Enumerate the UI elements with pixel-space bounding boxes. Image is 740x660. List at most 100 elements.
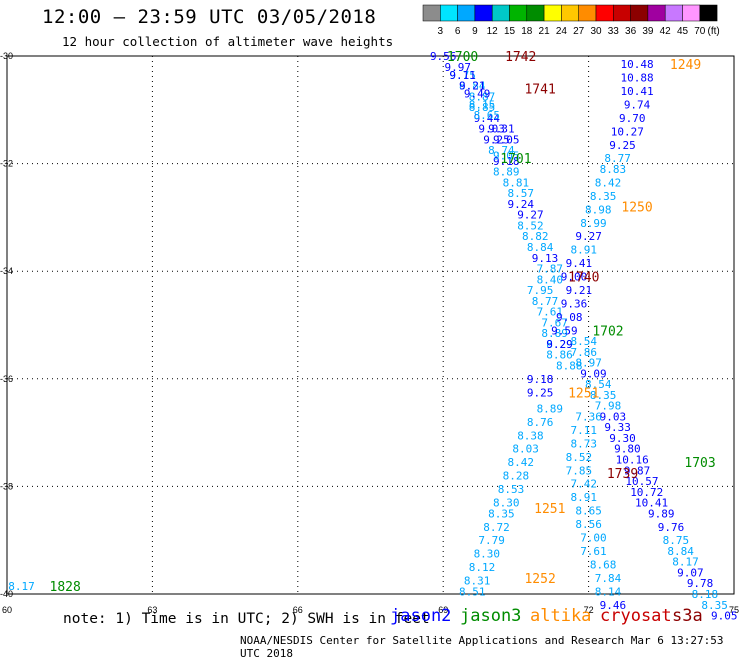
- pass-time-label: 1250: [621, 201, 652, 216]
- wave-height-label: 8.35: [701, 599, 728, 612]
- wave-height-label: 9.03: [478, 123, 505, 136]
- colorbar-label: 12: [487, 26, 499, 37]
- wave-height-label: 8.35: [590, 190, 617, 203]
- wave-height-label: 9.36: [561, 297, 588, 310]
- wave-height-label: 9.05: [493, 133, 520, 146]
- wave-height-label: 9.00: [561, 271, 588, 284]
- y-tick-label: -38: [0, 481, 13, 491]
- wave-height-label: 9.44: [474, 112, 501, 125]
- wave-height-label: 10.88: [621, 72, 654, 85]
- colorbar-label: 9: [472, 26, 478, 37]
- wave-height-label: 8.74: [488, 144, 515, 157]
- wave-height-label: 8.97: [575, 357, 602, 370]
- wave-height-label: 8.31: [464, 575, 491, 588]
- x-tick-label: 72: [584, 605, 594, 615]
- wave-height-label: 8.98: [585, 203, 612, 216]
- wave-height-label: 9.80: [614, 443, 641, 456]
- colorbar-label: 18: [521, 26, 533, 37]
- wave-height-label: 8.18: [692, 588, 719, 601]
- wave-height-label: 10.41: [635, 497, 668, 510]
- colorbar-unit: (ft): [708, 26, 720, 37]
- wave-height-label: 8.57: [507, 187, 534, 200]
- wave-height-label: 9.97: [444, 61, 471, 74]
- wave-height-label: 9.25: [483, 133, 510, 146]
- credit-line: NOAA/NESDIS Center for Satellite Applica…: [240, 634, 724, 660]
- chart-title: 12:00 – 23:59 UTC 03/05/2018: [42, 6, 377, 28]
- wave-height-label: 7.00: [580, 532, 607, 545]
- colorbar-label: 15: [504, 26, 516, 37]
- wave-height-label: 9.41: [566, 257, 593, 270]
- wave-height-label: 8.84: [527, 241, 554, 254]
- wave-height-label: 8.53: [498, 483, 525, 496]
- x-tick-label: 75: [729, 605, 739, 615]
- wave-height-label: 8.84: [459, 80, 486, 93]
- wave-height-label: 8.85: [469, 101, 496, 114]
- legend-jason2: jason2: [390, 606, 452, 626]
- wave-height-label: 8.54: [585, 378, 612, 391]
- wave-height-label: 9.09: [580, 367, 607, 380]
- wave-height-label: 9.49: [464, 88, 491, 101]
- wave-height-label: 8.89: [493, 166, 520, 179]
- wave-height-label: 9.87: [624, 464, 651, 477]
- pass-time-label: 1701: [500, 152, 531, 167]
- wave-height-label: 8.91: [571, 491, 598, 504]
- colorbar-swatch: [699, 4, 718, 22]
- wave-height-label: 9.56: [430, 50, 457, 63]
- wave-height-label: 7.61: [580, 545, 607, 558]
- wave-height-label: 8.42: [595, 176, 622, 189]
- pass-time-label: 1249: [670, 58, 701, 73]
- wave-height-label: 9.18: [527, 373, 554, 386]
- wave-height-label: 8.35: [488, 507, 515, 520]
- wave-height-label: 9.75: [449, 69, 476, 82]
- pass-time-label: 1251: [534, 502, 565, 517]
- wave-height-label: 8.30: [474, 548, 501, 561]
- wave-height-label: 8.35: [590, 389, 617, 402]
- wave-height-label: 9.70: [619, 112, 646, 125]
- y-tick-label: -30: [0, 51, 13, 61]
- plot-frame: [6, 55, 735, 595]
- wave-height-label: 7.61: [537, 306, 564, 319]
- wave-height-label: 9.27: [575, 230, 602, 243]
- wave-height-label: 9.03: [600, 410, 627, 423]
- wave-height-label: 8.84: [667, 545, 694, 558]
- wave-height-label: 10.72: [630, 486, 663, 499]
- wave-height-label: 8.52: [517, 219, 544, 232]
- colorbar-label: 70: [694, 26, 706, 37]
- wave-height-label: 9.78: [687, 577, 714, 590]
- wave-height-label: 8.14: [595, 585, 622, 598]
- legend-s3a: s3a: [672, 606, 703, 626]
- wave-height-label: 8.83: [600, 163, 627, 176]
- x-tick-label: 63: [147, 605, 157, 615]
- wave-height-label: 9.31: [488, 123, 515, 136]
- wave-height-label: 8.72: [483, 521, 510, 534]
- wave-height-label: 7.67: [541, 316, 568, 329]
- y-tick-label: -34: [0, 266, 13, 276]
- legend-cryosat: cryosat: [600, 606, 672, 626]
- wave-height-label: 8.42: [507, 456, 534, 469]
- wave-height-label: 8.28: [503, 470, 530, 483]
- pass-time-label: 1251: [568, 386, 599, 401]
- wave-height-label: 9.21: [566, 284, 593, 297]
- colorbar: 3 6 9 12 15 18 21 24 27 30 33 36 39 42 45 70 (ft): [422, 4, 720, 37]
- colorbar-label: 24: [556, 26, 568, 37]
- wave-height-label: 9.24: [507, 198, 534, 211]
- wave-height-label: 8.40: [537, 273, 564, 286]
- wave-height-label: 8.54: [571, 335, 598, 348]
- wave-height-label: 7.42: [571, 478, 598, 491]
- wave-height-label: 8.73: [571, 437, 598, 450]
- wave-height-label: 8.77: [532, 295, 559, 308]
- wave-height-label: 10.16: [616, 454, 649, 467]
- wave-height-label: 9.13: [532, 252, 559, 265]
- wave-height-label: 8.89: [537, 402, 564, 415]
- wave-height-label: 7.98: [595, 400, 622, 413]
- wave-height-label: 8.87: [469, 90, 496, 103]
- wave-height-label: 9.05: [711, 610, 738, 623]
- wave-height-label: 9.27: [517, 209, 544, 222]
- wave-height-label: 8.51: [459, 585, 486, 598]
- colorbar-label: 45: [677, 26, 689, 37]
- pass-time-label: 1252: [524, 572, 555, 587]
- wave-height-label: 7.87: [537, 263, 564, 276]
- y-tick-label: -36: [0, 374, 13, 384]
- wave-height-label: 7.84: [595, 572, 622, 585]
- wave-height-label: 9.33: [604, 421, 631, 434]
